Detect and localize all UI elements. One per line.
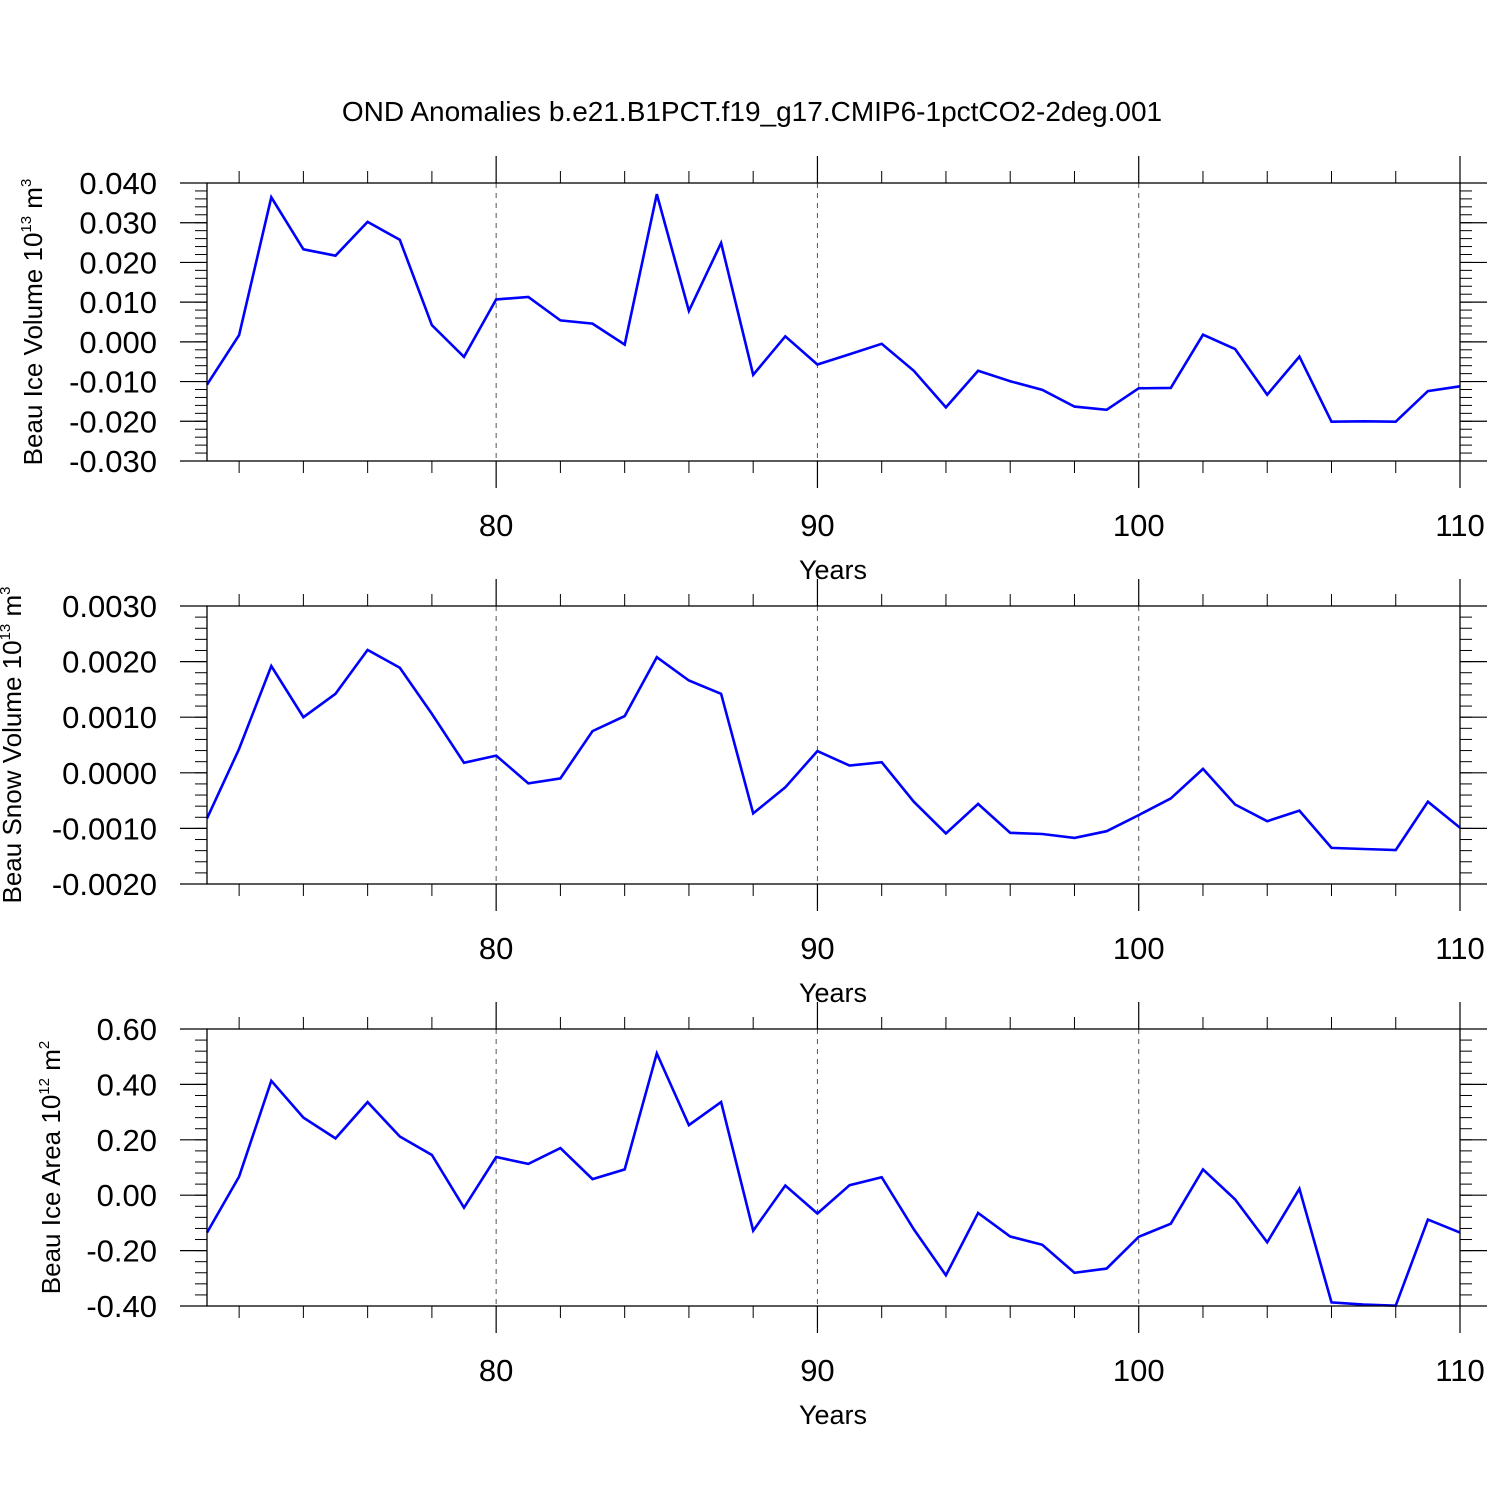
y-tick-label: -0.020 — [69, 404, 157, 439]
data-line — [205, 193, 1461, 424]
y-tick-label: 0.40 — [97, 1067, 157, 1102]
x-tick-label: 110 — [1435, 508, 1484, 543]
plot-frame — [206, 605, 1461, 885]
y-tick-label: -0.030 — [69, 444, 157, 479]
x-tick-label: 100 — [1113, 1353, 1165, 1388]
y-tick-label: 0.040 — [79, 166, 157, 201]
x-tick-label: 100 — [1113, 931, 1165, 966]
y-tick-label: -0.0010 — [52, 811, 157, 846]
x-tick-label: 90 — [800, 508, 834, 543]
y-tick-label: 0.010 — [79, 285, 157, 320]
y-tick-label: -0.40 — [86, 1289, 157, 1324]
y-tick-label: 0.00 — [97, 1178, 157, 1213]
y-tick-label: 0.20 — [97, 1123, 157, 1158]
plot-frame — [206, 182, 1461, 462]
panel-2: 0.0030 0.0020 0.0010 0.0000 -0.0010 -0.0020 80… — [0, 579, 1487, 1008]
x-axis-label: Years — [799, 555, 867, 585]
x-tick-label: 90 — [800, 931, 834, 966]
y-tick-label: 0.0030 — [62, 589, 157, 624]
y-tick-label: 0.030 — [79, 206, 157, 241]
x-tick-label: 100 — [1113, 508, 1165, 543]
data-line — [205, 1049, 1461, 1308]
y-axis-label: Beau Ice Area 1012 m2 — [36, 1041, 66, 1294]
y-tick-label: 0.020 — [79, 245, 157, 280]
y-tick-label: -0.20 — [86, 1234, 157, 1269]
x-tick-label: 110 — [1435, 1353, 1484, 1388]
x-tick-label: 90 — [800, 1353, 834, 1388]
y-tick-label: 0.0020 — [62, 645, 157, 680]
chart-title: OND Anomalies b.e21.B1PCT.f19_g17.CMIP6-… — [342, 96, 1162, 127]
y-tick-label: 0.000 — [79, 325, 157, 360]
data-line — [205, 648, 1461, 852]
y-tick-label: -0.010 — [69, 365, 157, 400]
y-tick-label: 0.0000 — [62, 756, 157, 791]
x-tick-label: 80 — [479, 931, 513, 966]
x-axis-label: Years — [799, 978, 867, 1008]
y-axis-label: Beau Ice Volume 1013 m3 — [18, 179, 48, 466]
y-tick-label: -0.0020 — [52, 867, 157, 902]
x-tick-label: 80 — [479, 1353, 513, 1388]
panel-1: 0.040 0.030 0.020 0.010 0.000 -0.010 -0.020 -0.… — [18, 156, 1487, 585]
panel-3: 0.60 0.40 0.20 0.00 -0.20 -0.40 80 90 100 110 Year… — [36, 1002, 1487, 1430]
x-tick-label: 80 — [479, 508, 513, 543]
x-tick-label: 110 — [1435, 931, 1484, 966]
plot-frame — [206, 1028, 1461, 1307]
x-axis-label: Years — [799, 1400, 867, 1430]
y-axis-label: Beau Snow Volume 1013 m3 — [0, 587, 27, 904]
y-tick-label: 0.60 — [97, 1012, 157, 1047]
y-tick-label: 0.0010 — [62, 700, 157, 735]
